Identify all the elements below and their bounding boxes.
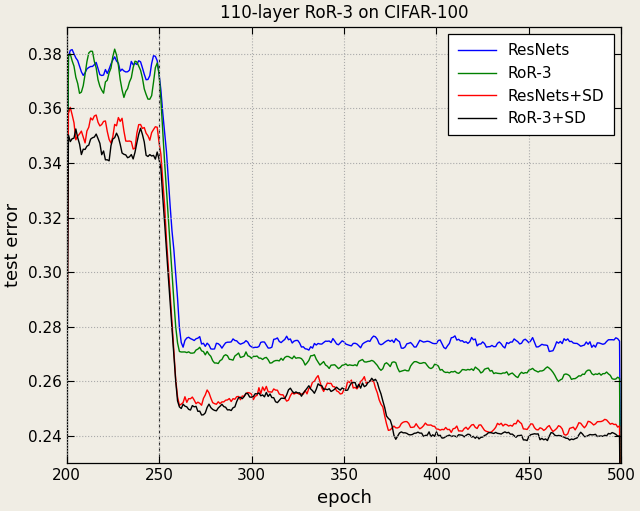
ResNets+SD	[532, 427, 540, 433]
RoR-3+SD	[501, 429, 509, 435]
RoR-3	[289, 356, 296, 362]
ResNets	[63, 401, 70, 407]
RoR-3	[111, 46, 118, 52]
Legend: ResNets, RoR-3, ResNets+SD, RoR-3+SD: ResNets, RoR-3, ResNets+SD, RoR-3+SD	[449, 34, 614, 135]
RoR-3	[579, 371, 586, 377]
ResNets+SD	[579, 423, 586, 429]
ResNets+SD	[307, 384, 314, 390]
Line: RoR-3: RoR-3	[67, 49, 621, 511]
ResNets+SD	[67, 104, 74, 110]
Line: ResNets+SD: ResNets+SD	[67, 107, 621, 511]
Line: RoR-3+SD: RoR-3+SD	[67, 128, 621, 511]
RoR-3+SD	[63, 450, 70, 456]
RoR-3+SD	[307, 386, 314, 392]
ResNets	[532, 344, 540, 350]
RoR-3+SD	[532, 431, 540, 437]
RoR-3	[63, 400, 70, 406]
ResNets	[307, 344, 314, 350]
ResNets	[289, 340, 296, 346]
RoR-3	[307, 353, 314, 359]
RoR-3+SD	[289, 388, 296, 394]
X-axis label: epoch: epoch	[317, 489, 371, 507]
ResNets	[579, 342, 586, 349]
ResNets	[501, 345, 509, 351]
ResNets+SD	[289, 390, 296, 396]
RoR-3+SD	[444, 433, 451, 439]
Y-axis label: test error: test error	[4, 203, 22, 287]
ResNets	[444, 343, 451, 349]
ResNets+SD	[501, 421, 509, 427]
RoR-3	[501, 370, 509, 376]
RoR-3+SD	[579, 431, 586, 437]
Line: ResNets: ResNets	[67, 50, 621, 511]
RoR-3+SD	[137, 125, 145, 131]
Title: 110-layer RoR-3 on CIFAR-100: 110-layer RoR-3 on CIFAR-100	[220, 4, 468, 22]
RoR-3	[532, 368, 540, 374]
ResNets+SD	[444, 427, 451, 433]
RoR-3	[444, 369, 451, 375]
ResNets+SD	[63, 436, 70, 442]
ResNets	[68, 47, 76, 53]
